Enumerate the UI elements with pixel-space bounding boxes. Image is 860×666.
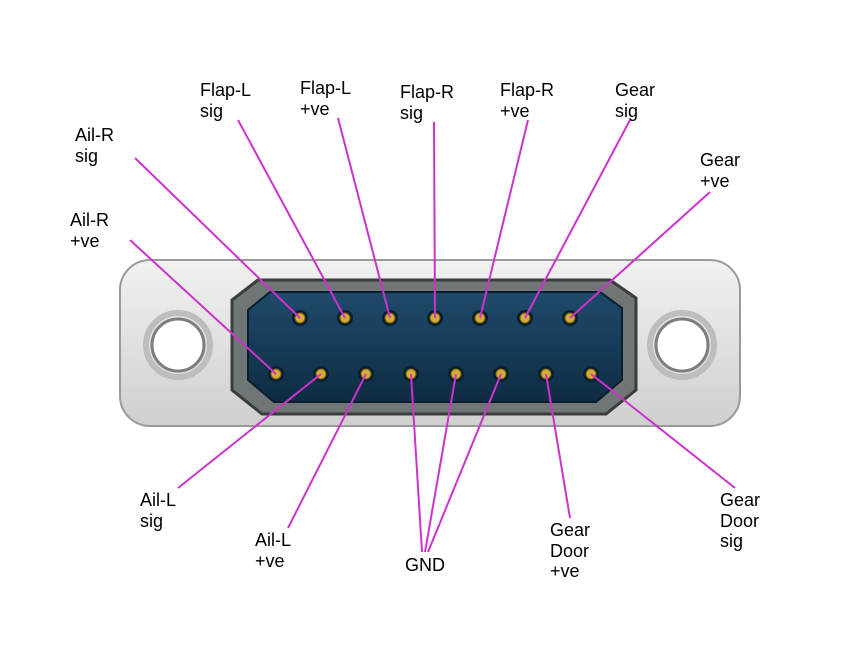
screw-hole-0 [152,319,204,371]
screw-hole-1 [656,319,708,371]
label-gear-door-sig: Gear Door sig [720,490,760,552]
label-gnd: GND [405,555,445,576]
callout-line-flap-r-sig [434,122,435,318]
label-flap-l-ve: Flap-L +ve [300,78,351,119]
connector [120,260,740,426]
label-flap-l-sig: Flap-L sig [200,80,251,121]
label-gear-door-ve: Gear Door +ve [550,520,590,582]
label-ail-l-ve: Ail-L +ve [255,530,291,571]
label-flap-r-ve: Flap-R +ve [500,80,554,121]
label-ail-r-sig: Ail-R sig [75,125,114,166]
label-ail-l-sig: Ail-L sig [140,490,176,531]
label-flap-r-sig: Flap-R sig [400,82,454,123]
label-ail-r-ve: Ail-R +ve [70,210,109,251]
label-gear-sig: Gear sig [615,80,655,121]
label-gear-ve: Gear +ve [700,150,740,191]
